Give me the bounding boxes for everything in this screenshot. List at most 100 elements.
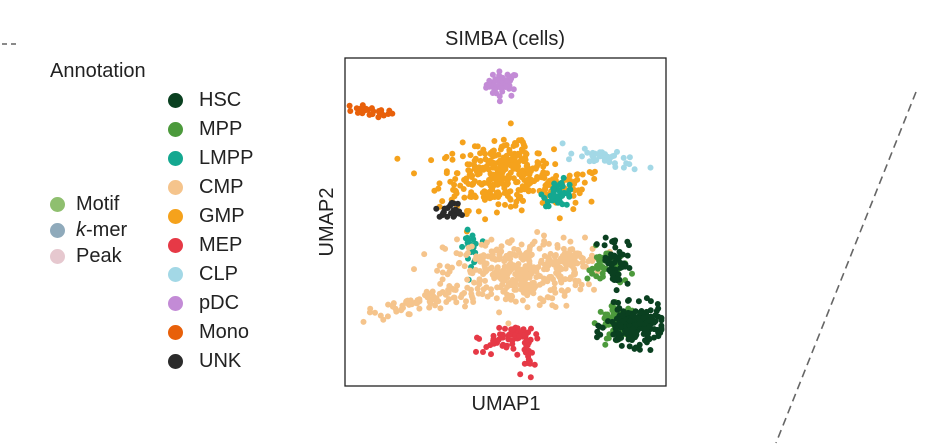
scatter-point-hsc <box>640 314 647 321</box>
scatter-point-cmp <box>482 277 488 284</box>
scatter-point-gmp <box>474 143 481 150</box>
scatter-point-clp <box>626 154 633 161</box>
scatter-point-hsc <box>624 280 631 287</box>
scatter-point-pdc <box>489 71 496 78</box>
scatter-point-cmp <box>480 252 487 259</box>
scatter-point-hsc <box>657 329 664 336</box>
scatter-point-cmp <box>536 302 543 309</box>
scatter-point-gmp <box>588 198 595 205</box>
scatter-point-cmp <box>571 266 578 273</box>
scatter-point-mpp <box>584 275 591 282</box>
scatter-point-mpp <box>609 307 616 314</box>
scatter-point-cmp <box>461 263 468 270</box>
scatter-point-gmp <box>394 155 401 162</box>
scatter-point-pdc <box>485 82 492 89</box>
scatter-point-lmpp <box>545 203 552 210</box>
scatter-point-mono <box>359 102 366 109</box>
scatter-point-pdc <box>496 98 503 105</box>
scatter-point-hsc <box>632 332 639 339</box>
scatter-point-lmpp <box>563 201 570 208</box>
scatter-point-hsc <box>612 325 619 332</box>
scatter-point-hsc <box>610 270 617 277</box>
legend-label-hsc: HSC <box>199 89 242 111</box>
scatter-point-cmp <box>475 290 482 297</box>
scatter-point-clp <box>579 153 585 160</box>
scatter-point-clp <box>586 158 593 165</box>
scatter-point-mpp <box>629 270 635 277</box>
scatter-point-gmp <box>507 169 514 176</box>
scatter-point-cmp <box>525 290 532 296</box>
scatter-point-gmp <box>525 187 532 193</box>
scatter-point-unk <box>440 209 447 216</box>
scatter-point-mep <box>528 325 534 332</box>
scatter-point-mep <box>526 358 533 365</box>
scatter-point-clp <box>581 145 588 152</box>
scatter-point-cmp <box>518 254 525 261</box>
scatter-point-mep <box>533 331 540 338</box>
scatter-point-hsc <box>629 337 635 343</box>
scatter-point-gmp <box>500 156 507 163</box>
scatter-point-pdc <box>496 93 503 100</box>
scatter-point-hsc <box>635 298 642 305</box>
scatter-point-cmp <box>469 295 476 302</box>
scatter-point-cmp <box>553 265 560 272</box>
scatter-point-cmp <box>461 290 468 296</box>
scatter-point-cmp <box>526 258 533 265</box>
scatter-point-mep <box>473 348 479 355</box>
scatter-point-cmp <box>537 273 543 280</box>
motif-color-dot <box>50 196 65 212</box>
scatter-point-cmp <box>416 296 423 303</box>
scatter-point-clp <box>620 154 627 161</box>
scatter-point-hsc <box>627 317 633 324</box>
scatter-point-cmp <box>488 286 494 293</box>
legend-label-kmer: k-mer <box>76 219 127 242</box>
scatter-point-cmp <box>560 245 567 252</box>
scatter-point-cmp <box>489 255 496 262</box>
scatter-point-mono <box>346 102 353 109</box>
scatter-point-lmpp <box>464 226 471 233</box>
scatter-point-lmpp <box>459 243 466 250</box>
scatter-point-hsc <box>643 295 650 302</box>
scatter-point-hsc <box>620 260 627 267</box>
peak-color-dot <box>50 248 65 264</box>
scatter-point-cmp <box>444 271 451 278</box>
scatter-point-gmp <box>552 161 559 168</box>
scatter-point-cmp <box>456 259 463 266</box>
scatter-point-gmp <box>475 208 482 215</box>
scatter-point-hsc <box>651 326 658 333</box>
scatter-point-cmp <box>416 305 423 312</box>
scatter-point-gmp <box>488 192 495 199</box>
legend-item-hsc: HSC <box>168 86 253 115</box>
scatter-point-cmp <box>504 291 511 298</box>
scatter-point-gmp <box>495 194 502 200</box>
scatter-point-gmp <box>571 187 578 194</box>
scatter-point-gmp <box>457 182 464 189</box>
scatter-point-mpp <box>589 270 596 277</box>
scatter-point-gmp <box>521 157 528 164</box>
scatter-point-lmpp <box>551 180 558 187</box>
scatter-point-cmp <box>442 291 449 298</box>
legend-item-mep: MEP <box>168 231 253 260</box>
scatter-point-cmp <box>389 303 396 310</box>
scatter-point-gmp <box>482 150 489 157</box>
scatter-point-gmp <box>518 174 525 181</box>
scatter-point-hsc <box>643 308 650 315</box>
scatter-point-cmp <box>398 307 405 314</box>
scatter-point-mpp <box>603 335 610 342</box>
scatter-point-cmp <box>372 309 378 316</box>
scatter-point-cmp <box>557 273 564 280</box>
dashed-separator-line <box>775 91 917 444</box>
legend-label-motif: Motif <box>76 192 120 215</box>
scatter-point-clp <box>631 166 638 173</box>
scatter-point-clp <box>606 155 613 162</box>
scatter-point-cmp <box>484 293 491 300</box>
scatter-point-cmp <box>545 294 552 301</box>
unk-color-dot <box>168 354 183 369</box>
scatter-point-cmp <box>569 246 576 253</box>
scatter-point-cmp <box>436 262 443 269</box>
scatter-point-cmp <box>458 294 464 301</box>
scatter-point-gmp <box>465 181 472 187</box>
legend-item-peak: Peak <box>50 243 127 269</box>
scatter-point-cmp <box>457 251 464 258</box>
scatter-point-hsc <box>595 322 602 329</box>
